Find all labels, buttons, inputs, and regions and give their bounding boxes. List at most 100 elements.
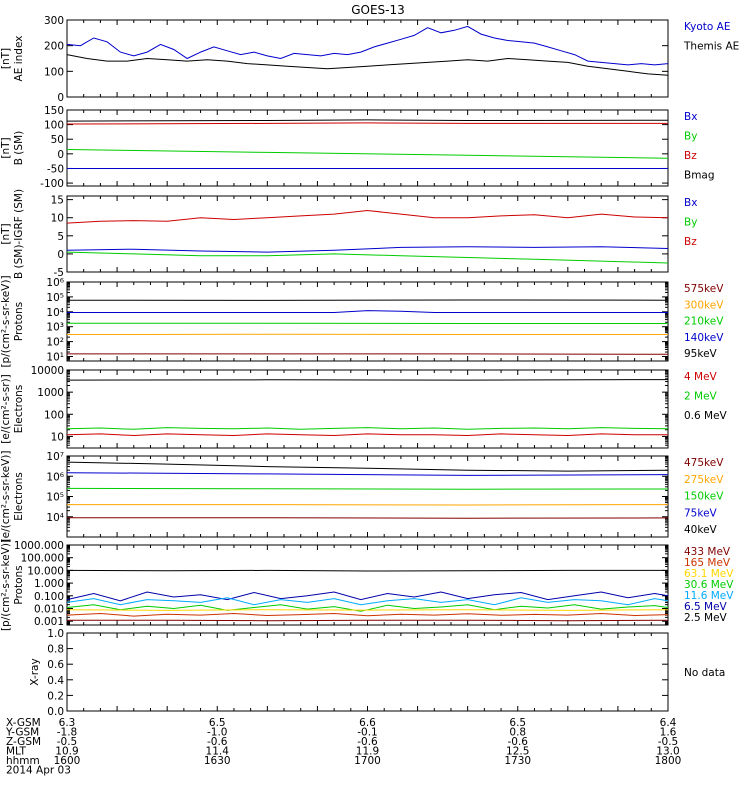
y-tick-label: 10 xyxy=(51,431,64,443)
legend-entry: Themis AE xyxy=(683,41,739,53)
y-axis-label: [e/(cm²-s-sr)] xyxy=(0,374,12,443)
panel-protons_kev: 10¹ 10² 10³ 10⁴ 10⁵ 10⁶ Protons[p/(cm²-s-sr-ke… xyxy=(0,275,724,367)
x-row-value: 1.6 xyxy=(660,727,677,739)
x-row-value: -0.5 xyxy=(57,736,78,748)
y-tick-label: 0 xyxy=(57,92,64,104)
panel-ae: 0 100 200 300 AE index[nT] Kyoto AE Themis AE xyxy=(0,15,739,104)
x-row-name: Y-GSM xyxy=(5,727,39,739)
panel-electrons_kev: 10⁴ 10⁵ 10⁶ 10⁷ Electrons[e/(cm²-s-sr-keV)] 4… xyxy=(0,451,724,543)
legend-entry: Bx xyxy=(684,197,697,209)
x-row-value: 6.5 xyxy=(209,717,226,729)
series-line xyxy=(66,487,669,490)
legend-entry: 6.5 MeV xyxy=(684,601,728,613)
y-tick-label: 10⁵ xyxy=(46,292,64,304)
y-axis-label: [nT] xyxy=(0,137,12,158)
x-row-value: -0.6 xyxy=(207,736,228,748)
series-line xyxy=(66,461,669,472)
y-tick-label: 100 xyxy=(44,120,64,132)
y-tick-label: 10³ xyxy=(46,322,64,334)
legend-entry: 30.6 MeV xyxy=(684,579,734,591)
y-tick-label: 10⁶ xyxy=(46,277,64,289)
y-tick-label: 10 xyxy=(51,213,64,225)
y-tick-label: 200 xyxy=(44,41,64,53)
y-tick-label: -5 xyxy=(54,267,64,279)
x-row-value: -0.6 xyxy=(357,736,378,748)
y-axis-label: B (SM) xyxy=(13,131,25,165)
y-tick-label: 0.0 xyxy=(47,706,64,718)
y-axis-label: [p/(cm²-s-sr-keV)] xyxy=(0,539,12,631)
series-line xyxy=(66,209,669,224)
panel-frame xyxy=(66,369,669,449)
y-tick-label: 100 xyxy=(44,66,64,78)
y-tick-label: 1.0 xyxy=(47,628,64,640)
x-row-name: X-GSM xyxy=(6,717,41,729)
y-axis-label: [nT] xyxy=(0,48,12,69)
x-row-value: 1630 xyxy=(204,755,231,767)
y-axis-label: Protons xyxy=(13,565,25,604)
y-tick-label: 0.4 xyxy=(47,675,64,687)
legend-entry: 2 MeV xyxy=(684,391,718,403)
x-row-name: Z-GSM xyxy=(6,736,41,748)
x-row-value: -1.8 xyxy=(57,727,78,739)
x-row-name: MLT xyxy=(6,746,26,758)
x-row-value: 1730 xyxy=(504,755,531,767)
x-row-value: -1.0 xyxy=(207,727,228,739)
y-axis-label: Electrons xyxy=(13,385,25,434)
series-line xyxy=(66,119,669,122)
series-line xyxy=(66,54,669,76)
series-line xyxy=(66,25,669,66)
y-tick-label: 300 xyxy=(44,15,64,27)
legend-entry: By xyxy=(684,131,697,143)
y-tick-label: 50 xyxy=(51,134,64,146)
y-tick-label: 10⁷ xyxy=(46,451,64,463)
legend-entry: Bx xyxy=(684,111,697,123)
y-tick-label: 1000.000 xyxy=(14,540,64,552)
series-line xyxy=(66,591,669,602)
x-row-value: 11.9 xyxy=(356,746,379,758)
y-tick-label: 10⁶ xyxy=(46,471,64,483)
legend-entry: 150keV xyxy=(684,491,724,503)
series-line xyxy=(67,517,669,519)
y-axis-label: [e/(cm²-s-sr-keV)] xyxy=(0,451,12,543)
y-tick-label: 100 xyxy=(44,409,64,421)
y-tick-label: 10000 xyxy=(31,365,64,377)
y-tick-label: 0.001 xyxy=(34,616,64,628)
panel-frame xyxy=(66,544,669,626)
panel-bsm: -100 -50 0 50 100 150 B (SM)[nT] Bx By Bz Bmag xyxy=(0,105,715,190)
y-tick-label: 10¹ xyxy=(46,352,64,364)
legend-entry: 95keV xyxy=(684,348,718,360)
series-line xyxy=(66,612,669,617)
x-row-value: 10.9 xyxy=(55,746,78,758)
legend-entry: 63.1 MeV xyxy=(684,568,734,580)
series-line xyxy=(66,433,668,437)
y-tick-label: 10⁴ xyxy=(46,307,64,319)
figure-title: GOES-13 xyxy=(351,3,405,17)
x-axis-footer: X-GSM 6.3 6.5 6.6 6.5 6.4 Y-GSM -1.8 -1.0 -0.1 0.8… xyxy=(5,717,681,777)
y-tick-label: 1.000 xyxy=(34,578,64,590)
series-line xyxy=(66,597,669,606)
legend-entry: Kyoto AE xyxy=(684,21,730,33)
legend-entry: 165 MeV xyxy=(684,557,731,569)
x-row-value: 1700 xyxy=(354,755,381,767)
x-row-value: -0.1 xyxy=(357,727,378,739)
y-tick-label: 100.000 xyxy=(21,553,64,565)
legend-entry: No data xyxy=(684,667,725,679)
legend-entry: 40keV xyxy=(684,524,718,536)
legend-entry: 433 MeV xyxy=(684,546,731,558)
y-tick-label: 10⁵ xyxy=(46,492,64,504)
panel-frame xyxy=(66,281,669,362)
x-row-value: 6.4 xyxy=(660,717,677,729)
x-row-value: -0.6 xyxy=(508,736,529,748)
series-line xyxy=(67,310,668,313)
x-row-value: 6.3 xyxy=(59,717,76,729)
y-tick-label: 10⁴ xyxy=(46,512,64,524)
y-axis-label: [nT] xyxy=(0,223,12,244)
x-row-value: -0.5 xyxy=(658,736,679,748)
y-tick-label: 0 xyxy=(57,149,64,161)
x-row-value: 6.6 xyxy=(359,717,376,729)
y-axis-label: B (SM)-IGRF (SM) xyxy=(13,189,25,279)
legend-entry: 75keV xyxy=(684,507,718,519)
y-tick-label: 1000 xyxy=(37,387,64,399)
series-line xyxy=(66,251,669,264)
